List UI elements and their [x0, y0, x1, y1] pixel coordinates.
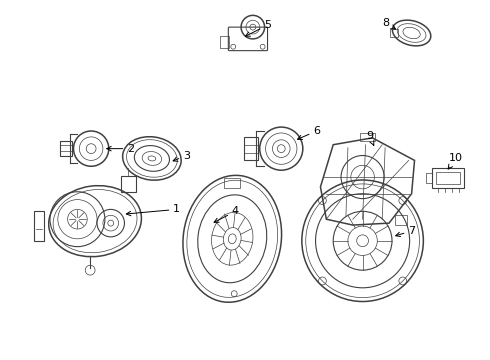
Text: 4: 4 — [214, 206, 239, 222]
Bar — [60, 141, 72, 157]
Text: 3: 3 — [173, 150, 190, 161]
Text: 7: 7 — [396, 226, 415, 237]
Bar — [426, 173, 432, 183]
Bar — [34, 211, 44, 241]
Bar — [224, 178, 240, 188]
Bar — [436, 172, 460, 184]
Text: 2: 2 — [107, 144, 134, 154]
Bar — [432, 168, 464, 188]
Text: 5: 5 — [245, 20, 271, 36]
Text: 1: 1 — [126, 204, 180, 216]
Text: 10: 10 — [448, 153, 463, 169]
Bar — [220, 36, 229, 48]
Text: 6: 6 — [297, 126, 320, 140]
Text: 8: 8 — [382, 18, 395, 29]
Bar — [121, 176, 136, 192]
Text: 9: 9 — [366, 131, 374, 145]
Bar — [360, 133, 375, 141]
Bar — [395, 215, 407, 225]
Bar — [244, 137, 258, 161]
Bar — [390, 29, 398, 37]
